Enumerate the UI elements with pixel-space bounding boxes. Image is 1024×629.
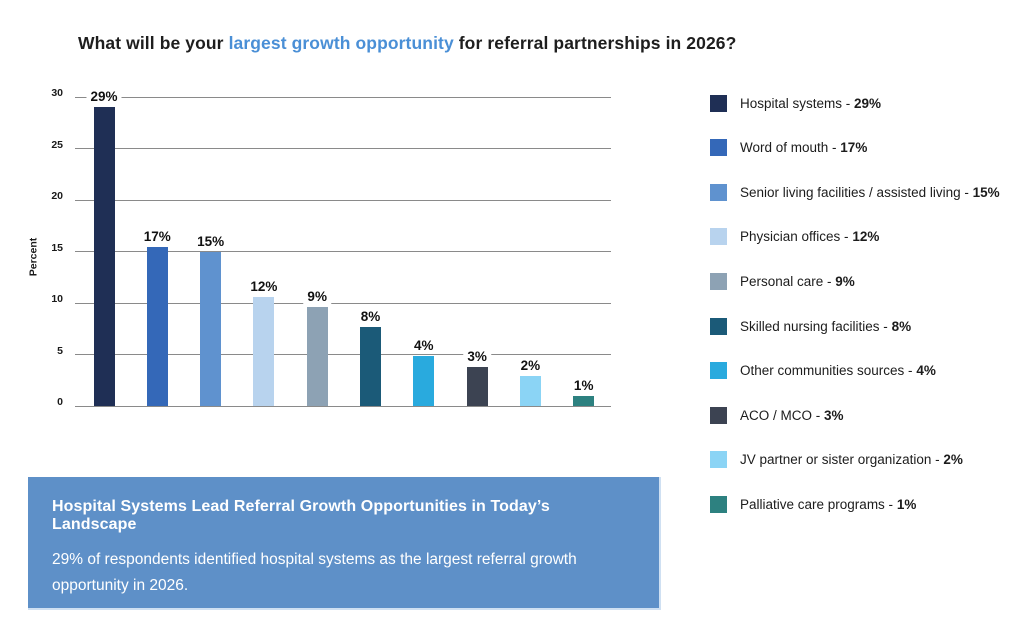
bar-other-communities-sources: [413, 355, 435, 406]
legend-swatch-icon: [710, 317, 727, 335]
bar-value-label: 4%: [410, 337, 438, 353]
y-tick-label: 10: [51, 293, 63, 305]
title-suffix: for referral partnerships in 2026?: [453, 33, 737, 53]
bar-value-label: 17%: [139, 229, 175, 245]
callout-body: 29% of respondents identified hospital s…: [52, 551, 577, 594]
bar-hospital-systems: [93, 107, 115, 406]
bar-word-of-mouth: [146, 247, 168, 406]
page-title: What will be your largest growth opportu…: [78, 33, 736, 54]
y-axis-label: Percent: [27, 237, 40, 277]
legend-item-label: ACO / MCO - 3%: [740, 407, 844, 423]
legend-item: Other communities sources - 4%: [710, 362, 936, 380]
legend-item-label: Skilled nursing facilities - 8%: [740, 318, 912, 334]
y-tick-label: 5: [57, 344, 63, 357]
legend-item-label: Senior living facilities / assisted livi…: [740, 184, 1000, 200]
callout-heading: Hospital Systems Lead Referral Growth Op…: [52, 498, 550, 533]
bar-palliative-care-programs: [573, 395, 595, 406]
legend-item: Word of mouth - 17%: [710, 139, 867, 157]
legend-swatch-icon: [710, 228, 727, 246]
bar-value-label: 2%: [516, 358, 545, 374]
title-prefix: What will be your: [78, 33, 229, 53]
bar-chart-plot-area: 0 5 10 15 20 25 30 29% 17% 15% 12% 9% 8% 4% 3% 2% 1%: [51, 87, 611, 408]
bar-skilled-nursing-facilities: [360, 326, 381, 406]
gridline: [75, 354, 611, 355]
legend-swatch-icon: [710, 94, 727, 112]
legend-item-label: Palliative care programs - 1%: [740, 496, 917, 512]
legend-swatch-icon: [710, 406, 727, 424]
legend-item-label: Physician offices - 12%: [740, 229, 880, 245]
legend-swatch-icon: [710, 495, 727, 513]
legend-swatch-icon: [710, 451, 727, 469]
legend-item: Skilled nursing facilities - 8%: [710, 317, 911, 335]
chart-legend: Hospital systems - 29% Word of mouth - 17…: [710, 94, 1010, 524]
bar-value-label: 29%: [86, 89, 122, 105]
legend-swatch-icon: [710, 272, 727, 290]
bar-senior-living-facilities-assisted-living: [200, 251, 222, 406]
bar-value-label: 3%: [463, 348, 491, 364]
legend-swatch-icon: [710, 362, 727, 380]
legend-item: Senior living facilities / assisted livi…: [710, 183, 1000, 201]
legend-item-label: JV partner or sister organization - 2%: [740, 452, 963, 468]
legend-item: Personal care - 9%: [710, 272, 855, 290]
gridline: [75, 96, 611, 98]
bar-value-label: 8%: [356, 308, 385, 324]
legend-item: JV partner or sister organization - 2%: [710, 451, 963, 469]
legend-item: Physician offices - 12%: [710, 228, 879, 246]
gridline: [75, 302, 611, 304]
legend-item-label: Other communities sources - 4%: [740, 363, 936, 379]
bar-personal-care: [306, 307, 328, 406]
title-highlight: largest growth opportunity: [228, 33, 454, 53]
legend-item: Hospital systems - 29%: [710, 94, 881, 112]
y-tick-label: 30: [51, 87, 63, 99]
bar-value-label: 12%: [246, 278, 282, 294]
legend-swatch-icon: [710, 183, 727, 201]
legend-item: ACO / MCO - 3%: [710, 406, 844, 424]
bar-jv-partner-or-sister-organization: [519, 376, 541, 406]
gridline: [75, 251, 611, 252]
legend-swatch-icon: [710, 139, 727, 157]
legend-item-label: Hospital systems - 29%: [740, 95, 882, 111]
gridline: [75, 148, 611, 149]
y-tick-label: 15: [51, 241, 63, 254]
legend-item: Palliative care programs - 1%: [710, 495, 916, 513]
bar-aco-mco: [466, 366, 488, 406]
legend-item-label: Word of mouth - 17%: [740, 140, 868, 156]
y-tick-label: 0: [57, 396, 63, 408]
bar-physician-offices: [253, 296, 275, 406]
bar-value-label: 1%: [569, 377, 598, 393]
y-tick-label: 20: [51, 190, 63, 202]
gridline: [75, 199, 611, 201]
gridline: [75, 405, 611, 407]
callout-box: Hospital Systems Lead Referral Growth Op…: [28, 477, 661, 610]
y-tick-label: 25: [51, 138, 63, 151]
bar-value-label: 9%: [303, 289, 331, 305]
legend-item-label: Personal care - 9%: [740, 273, 855, 289]
bar-value-label: 15%: [193, 233, 229, 249]
